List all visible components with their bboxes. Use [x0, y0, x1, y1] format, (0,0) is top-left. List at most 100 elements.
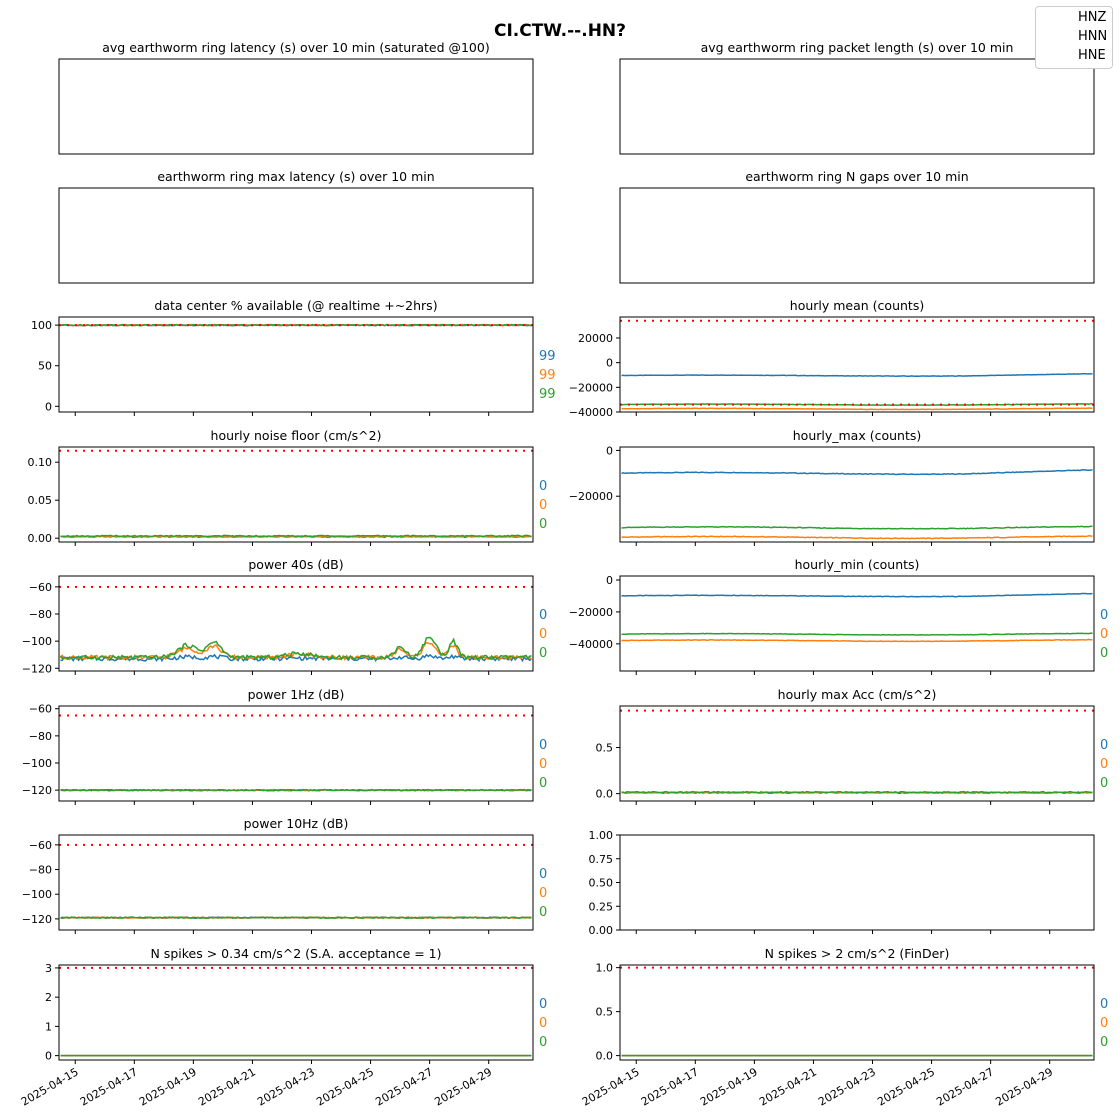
- panel-hourly-min: hourly_min (counts) −40000 −20000 0 0 0 0: [569, 557, 1108, 675]
- legend: HNZ HNN HNE: [1035, 6, 1113, 69]
- y-tick-label: 0.00: [28, 532, 53, 545]
- y-tick-label: −60: [29, 703, 52, 716]
- y-tick-label: −40000: [569, 406, 613, 419]
- x-tick-label: 2025-04-25: [314, 1065, 376, 1108]
- x-tick-label: 2025-04-29: [993, 1065, 1055, 1108]
- y-tick-label: 0: [45, 1050, 52, 1063]
- panel-availability: data center % available (@ realtime +~2h…: [31, 298, 556, 416]
- panels: avg earthworm ring latency (s) over 10 m…: [19, 40, 1108, 1109]
- y-tick-label: −120: [22, 784, 52, 797]
- y-tick-label: 0: [606, 444, 613, 457]
- panel-title: hourly_min (counts): [795, 557, 920, 572]
- panel-title: hourly noise floor (cm/s^2): [211, 428, 382, 443]
- series-line-hne: [60, 788, 532, 792]
- y-tick-label: 50: [38, 360, 52, 373]
- y-tick-label: 0.75: [589, 853, 614, 866]
- value-annotation-hnz: 0: [539, 867, 547, 882]
- panel-noise-floor: hourly noise floor (cm/s^2) 0.00 0.05 0.10 0…: [28, 428, 547, 546]
- y-tick-label: 1.00: [589, 829, 614, 842]
- series-line-hnz: [621, 372, 1093, 378]
- y-tick-label: −60: [29, 581, 52, 594]
- value-annotation-hnn: 99: [539, 368, 556, 383]
- series-line-hne: [621, 790, 1093, 794]
- x-tick-label: 2025-04-23: [816, 1065, 878, 1108]
- panel-title: power 40s (dB): [248, 557, 343, 572]
- value-annotation-hnz: 0: [1100, 738, 1108, 753]
- panel-avg-latency: avg earthworm ring latency (s) over 10 m…: [58, 40, 534, 155]
- value-annotation-hne: 0: [539, 776, 547, 791]
- value-annotation-hne: 0: [539, 517, 547, 532]
- y-tick-label: −20000: [569, 381, 613, 394]
- panel-title: earthworm ring N gaps over 10 min: [745, 169, 968, 184]
- legend-item-hne: HNE: [1078, 48, 1106, 63]
- axes-frame: [58, 58, 534, 155]
- value-annotation-hne: 0: [539, 1035, 547, 1050]
- panel-power-1hz: power 1Hz (dB) −120 −100 −80 −60 0 0 0: [22, 687, 547, 805]
- axes-frame: [619, 58, 1095, 155]
- y-tick-label: −100: [22, 757, 52, 770]
- x-tick-label: 2025-04-15: [580, 1065, 642, 1108]
- axes-frame: [619, 705, 1095, 802]
- panel-power-40s: power 40s (dB) −120 −100 −80 −60 0 0 0: [22, 557, 548, 675]
- y-tick-label: −80: [29, 608, 52, 621]
- y-tick-label: 20000: [578, 332, 613, 345]
- y-tick-label: 2: [45, 991, 52, 1004]
- series-line-hnn: [621, 535, 1093, 540]
- value-annotation-hnn: 0: [539, 627, 547, 642]
- y-tick-label: −100: [22, 888, 52, 901]
- series-line-hne: [621, 632, 1093, 636]
- value-annotation-hne: 0: [539, 646, 547, 661]
- y-tick-label: 1.0: [596, 962, 614, 975]
- y-tick-label: 0.00: [589, 924, 614, 937]
- axes-frame: [58, 834, 534, 931]
- panel-packet-length: avg earthworm ring packet length (s) ove…: [619, 40, 1095, 155]
- y-tick-label: 1: [45, 1020, 52, 1033]
- series-line-hnn: [60, 535, 532, 539]
- value-annotation-hnz: 0: [539, 608, 547, 623]
- value-annotation-hnz: 0: [1100, 997, 1108, 1012]
- y-tick-label: −80: [29, 864, 52, 877]
- series-line-hnz: [60, 653, 532, 663]
- axes-frame: [58, 446, 534, 543]
- value-annotation-hne: 0: [539, 905, 547, 920]
- panel-title: avg earthworm ring latency (s) over 10 m…: [102, 40, 489, 55]
- y-tick-label: −120: [22, 913, 52, 926]
- y-tick-label: 0.5: [596, 742, 614, 755]
- value-annotation-hnn: 0: [539, 498, 547, 513]
- panel-title: power 1Hz (dB): [248, 687, 345, 702]
- y-tick-label: 0: [606, 357, 613, 370]
- value-annotation-hnn: 0: [1100, 757, 1108, 772]
- panel-title: data center % available (@ realtime +~2h…: [154, 298, 437, 313]
- panel-max-latency: earthworm ring max latency (s) over 10 m…: [58, 169, 534, 284]
- value-annotation-hnn: 0: [539, 886, 547, 901]
- value-annotation-hnz: 0: [539, 479, 547, 494]
- value-annotation-hne: 99: [539, 387, 556, 402]
- legend-item-hnn: HNN: [1078, 29, 1108, 44]
- series-line-hnn: [621, 407, 1093, 411]
- panel-empty-panel: 0.00 0.25 0.50 0.75 1.00: [589, 829, 1095, 937]
- value-annotation-hnz: 0: [1100, 608, 1108, 623]
- x-tick-label: 2025-04-21: [757, 1065, 819, 1108]
- value-annotation-hnn: 0: [539, 757, 547, 772]
- value-annotation-hnn: 0: [539, 1016, 547, 1031]
- panel-n-gaps: earthworm ring N gaps over 10 min: [619, 169, 1095, 284]
- y-tick-label: 0.50: [589, 877, 614, 890]
- value-annotation-hne: 0: [1100, 646, 1108, 661]
- y-tick-label: −120: [22, 662, 52, 675]
- x-tick-label: 2025-04-17: [639, 1065, 701, 1108]
- y-tick-label: 0.0: [596, 1050, 614, 1063]
- panel-spikes-2: N spikes > 2 cm/s^2 (FinDer) 0.0 0.5 1.0 202…: [580, 946, 1108, 1109]
- value-annotation-hnn: 0: [1100, 627, 1108, 642]
- x-tick-label: 2025-04-25: [875, 1065, 937, 1108]
- value-annotation-hnz: 99: [539, 349, 556, 364]
- value-annotation-hnz: 0: [539, 738, 547, 753]
- series-line-hnn: [621, 638, 1093, 643]
- panel-title: avg earthworm ring packet length (s) ove…: [701, 40, 1014, 55]
- x-tick-label: 2025-04-27: [373, 1065, 435, 1108]
- series-line-hne: [59, 636, 532, 662]
- x-tick-label: 2025-04-27: [934, 1065, 996, 1108]
- axes-frame: [58, 316, 534, 413]
- panel-max-acc: hourly max Acc (cm/s^2) 0.0 0.5 0 0 0: [596, 687, 1108, 805]
- axes-frame: [619, 446, 1095, 543]
